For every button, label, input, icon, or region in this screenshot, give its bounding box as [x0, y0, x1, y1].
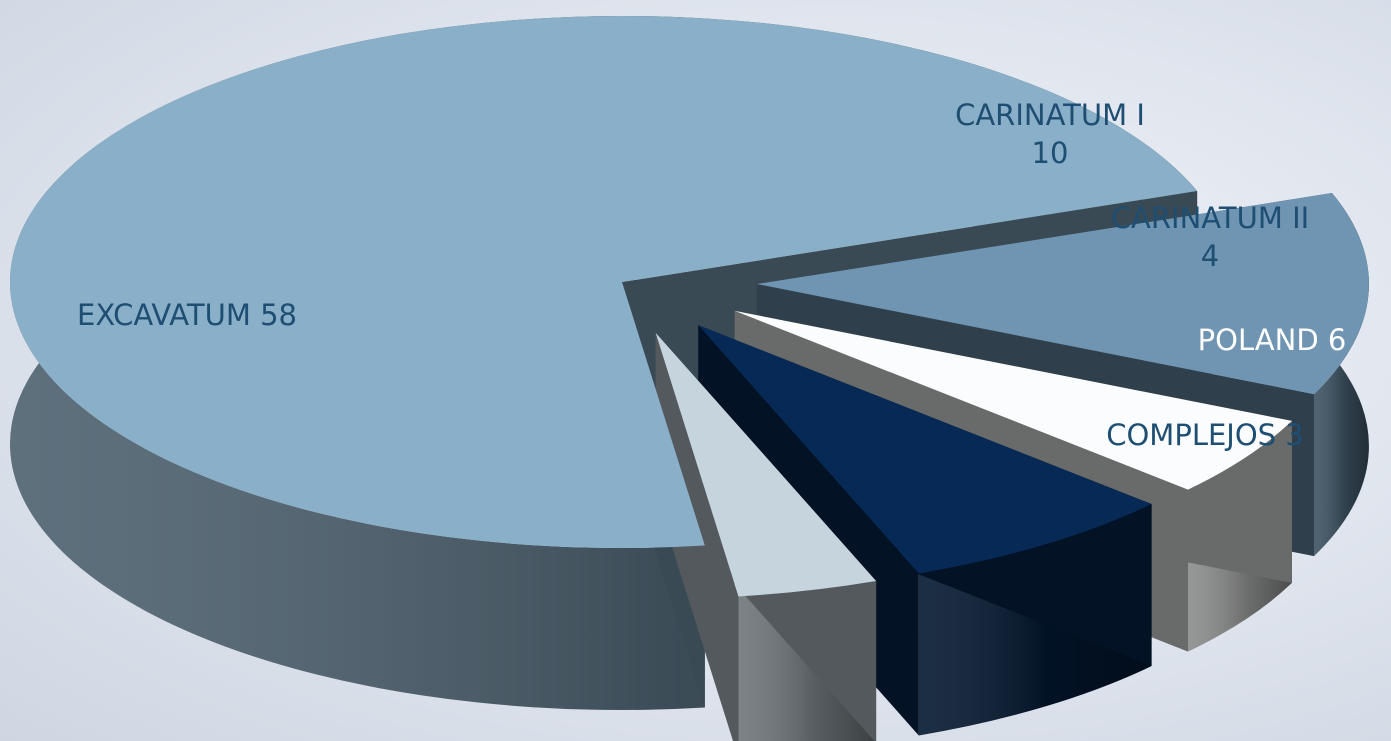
slice-label-line: EXCAVATUM 58	[77, 298, 297, 332]
slice-label-line: 10	[1032, 136, 1069, 170]
slice-tops	[10, 16, 1369, 597]
slice-label-2: CARINATUM II 4	[1111, 201, 1309, 273]
slice-label-line: CARINATUM I	[955, 98, 1145, 132]
slice-label-line: 4	[1201, 239, 1219, 273]
slice-label-0: EXCAVATUM 58	[77, 298, 297, 332]
slice-label-4: COMPLEJOS 3	[1106, 418, 1304, 452]
pie-slice-3	[698, 325, 1152, 574]
pie-slice-4	[655, 332, 877, 597]
pie-slice-1	[756, 193, 1369, 395]
slice-label-line: COMPLEJOS 3	[1106, 418, 1304, 452]
slice-label-3: POLAND 6	[1198, 323, 1347, 357]
slice-label-1: CARINATUM I 10	[955, 98, 1145, 170]
pie-slice-0	[10, 16, 1198, 549]
slice-label-line: CARINATUM II	[1111, 201, 1309, 235]
pie-slice-2	[734, 310, 1292, 490]
slice-label-line: POLAND 6	[1198, 323, 1347, 357]
slice-labels: EXCAVATUM 58 CARINATUM I 10 CARINATUM II 4 PO…	[77, 98, 1346, 452]
